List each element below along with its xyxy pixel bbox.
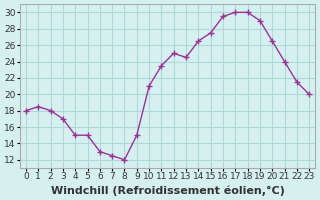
X-axis label: Windchill (Refroidissement éolien,°C): Windchill (Refroidissement éolien,°C)	[51, 185, 284, 196]
